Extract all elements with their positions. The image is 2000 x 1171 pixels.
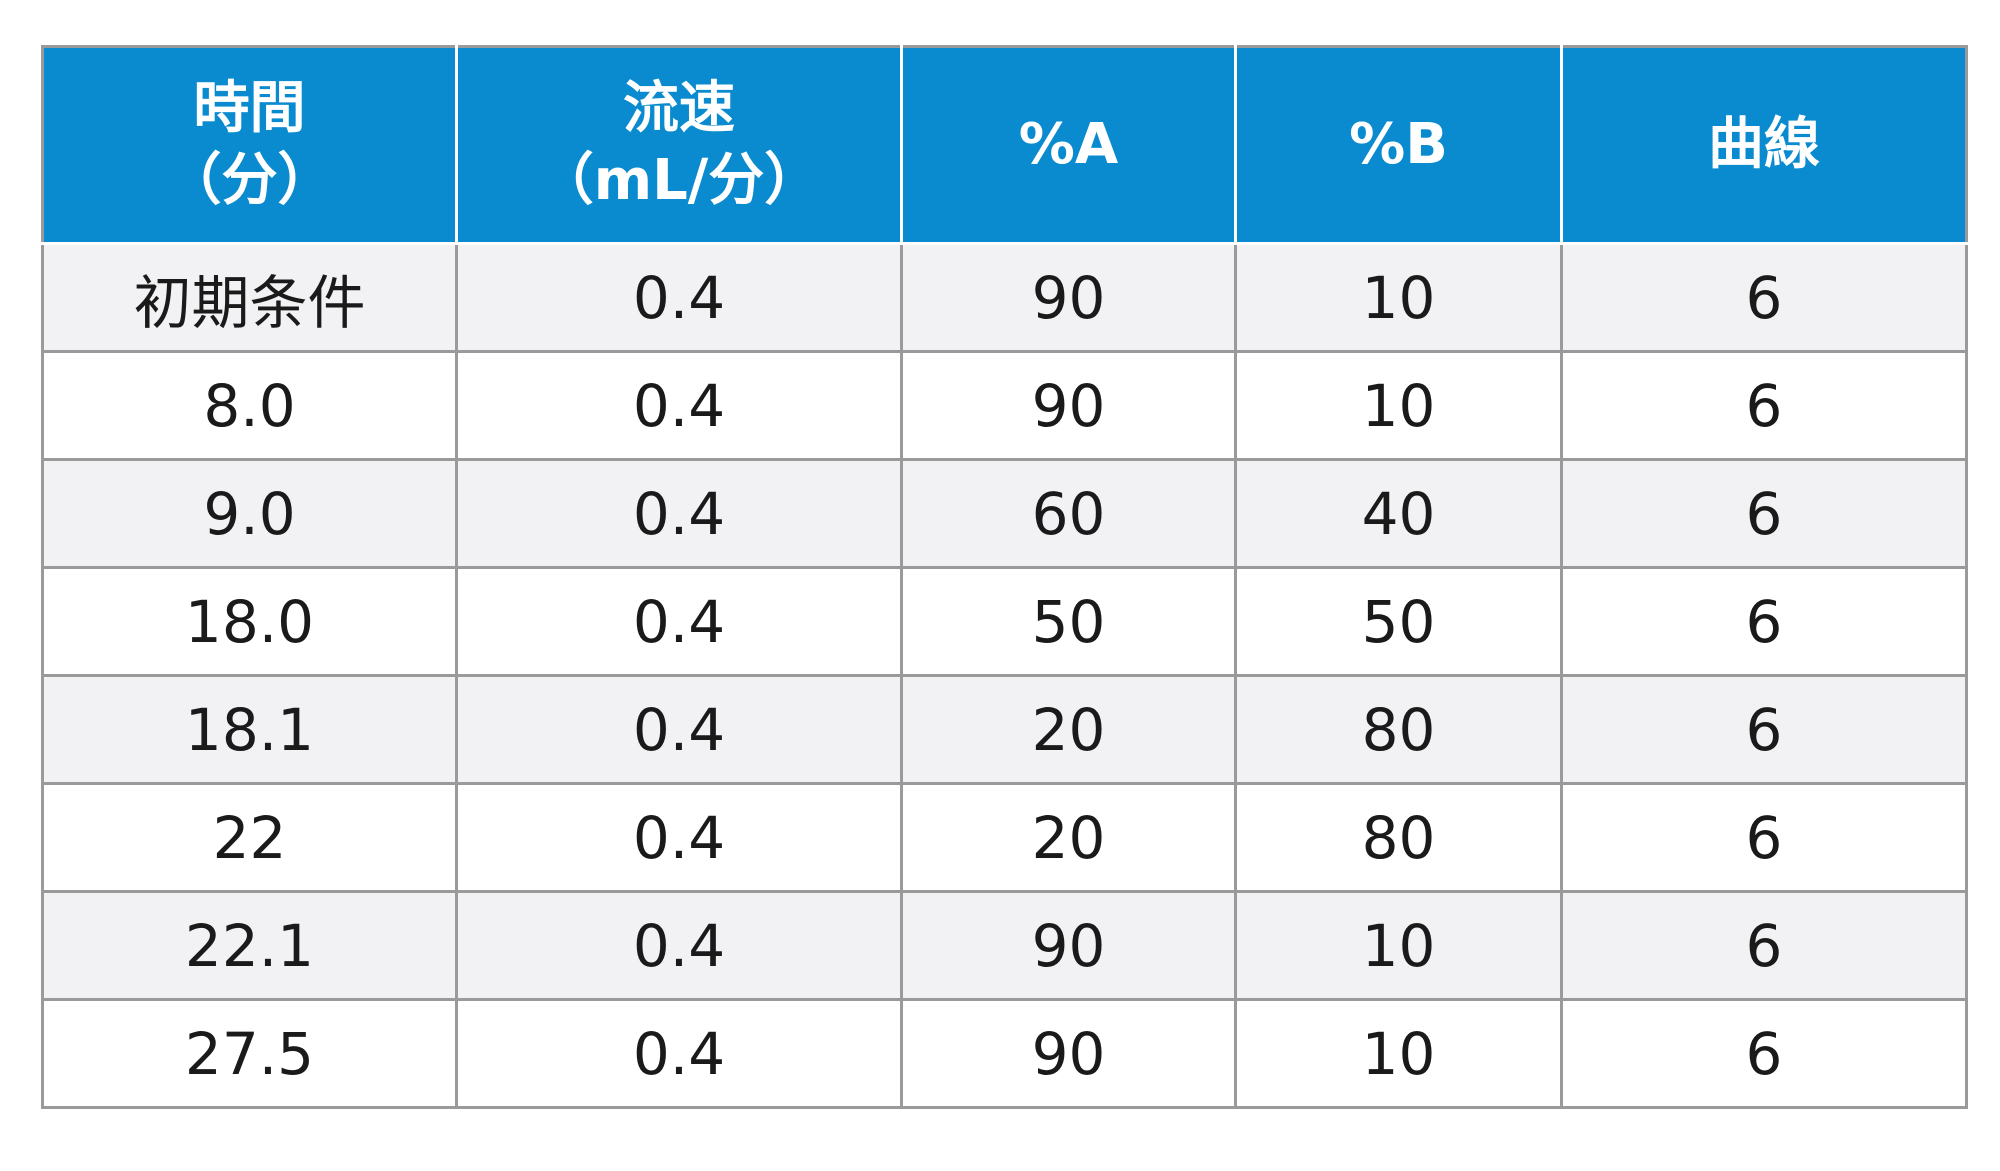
header-time-unit: （分） [165,148,334,213]
header-row: 時間 （分） 流速 （mL/分） %A %B 曲線 [41,45,1968,245]
header-time: 時間 （分） [41,45,458,245]
header-percent-a-label: %A [1018,112,1119,177]
header-percent-a: %A [900,45,1237,245]
cell-percent-a: 90 [900,350,1237,461]
cell-time: 27.5 [41,998,458,1109]
cell-percent-b: 50 [1234,566,1563,677]
table-row: 22.1 0.4 90 10 6 [41,890,1968,1001]
cell-flow-rate: 0.4 [455,242,903,353]
table-row: 22 0.4 20 80 6 [41,782,1968,893]
cell-curve: 6 [1560,242,1968,353]
table-header: 時間 （分） 流速 （mL/分） %A %B 曲線 [41,45,1968,245]
cell-percent-b: 40 [1234,458,1563,569]
cell-flow-rate: 0.4 [455,890,903,1001]
cell-time: 22.1 [41,890,458,1001]
gradient-table: 時間 （分） 流速 （mL/分） %A %B 曲線 初期条件 0.4 90 10… [41,45,1968,1109]
cell-percent-b: 10 [1234,350,1563,461]
cell-percent-a: 20 [900,674,1237,785]
cell-curve: 6 [1560,782,1968,893]
table-row: 27.5 0.4 90 10 6 [41,998,1968,1109]
cell-flow-rate: 0.4 [455,998,903,1109]
header-percent-b: %B [1234,45,1563,245]
cell-time: 22 [41,782,458,893]
cell-percent-b: 80 [1234,782,1563,893]
cell-curve: 6 [1560,890,1968,1001]
table-body: 初期条件 0.4 90 10 6 8.0 0.4 90 10 6 9.0 0.4… [41,242,1968,1109]
cell-curve: 6 [1560,998,1968,1109]
cell-percent-a: 90 [900,998,1237,1109]
cell-curve: 6 [1560,566,1968,677]
cell-percent-a: 90 [900,890,1237,1001]
header-percent-b-label: %B [1349,112,1448,177]
cell-flow-rate: 0.4 [455,458,903,569]
table-row: 8.0 0.4 90 10 6 [41,350,1968,461]
header-time-label: 時間 [193,76,306,141]
cell-percent-a: 60 [900,458,1237,569]
header-flow-rate: 流速 （mL/分） [455,45,903,245]
table-row: 9.0 0.4 60 40 6 [41,458,1968,569]
table-row: 18.0 0.4 50 50 6 [41,566,1968,677]
cell-curve: 6 [1560,350,1968,461]
header-curve-label: 曲線 [1708,112,1820,177]
cell-percent-a: 20 [900,782,1237,893]
cell-percent-a: 90 [900,242,1237,353]
cell-flow-rate: 0.4 [455,566,903,677]
cell-flow-rate: 0.4 [455,350,903,461]
header-flow-rate-label: 流速 [623,76,735,141]
cell-percent-b: 10 [1234,998,1563,1109]
cell-curve: 6 [1560,674,1968,785]
cell-percent-a: 50 [900,566,1237,677]
cell-time: 9.0 [41,458,458,569]
header-flow-rate-unit: （mL/分） [537,148,821,213]
cell-curve: 6 [1560,458,1968,569]
cell-percent-b: 10 [1234,242,1563,353]
header-curve: 曲線 [1560,45,1968,245]
cell-time: 18.1 [41,674,458,785]
cell-time: 初期条件 [41,242,458,353]
cell-flow-rate: 0.4 [455,782,903,893]
table-row: 18.1 0.4 20 80 6 [41,674,1968,785]
cell-percent-b: 80 [1234,674,1563,785]
cell-flow-rate: 0.4 [455,674,903,785]
cell-time: 18.0 [41,566,458,677]
cell-percent-b: 10 [1234,890,1563,1001]
table-row: 初期条件 0.4 90 10 6 [41,242,1968,353]
cell-time: 8.0 [41,350,458,461]
